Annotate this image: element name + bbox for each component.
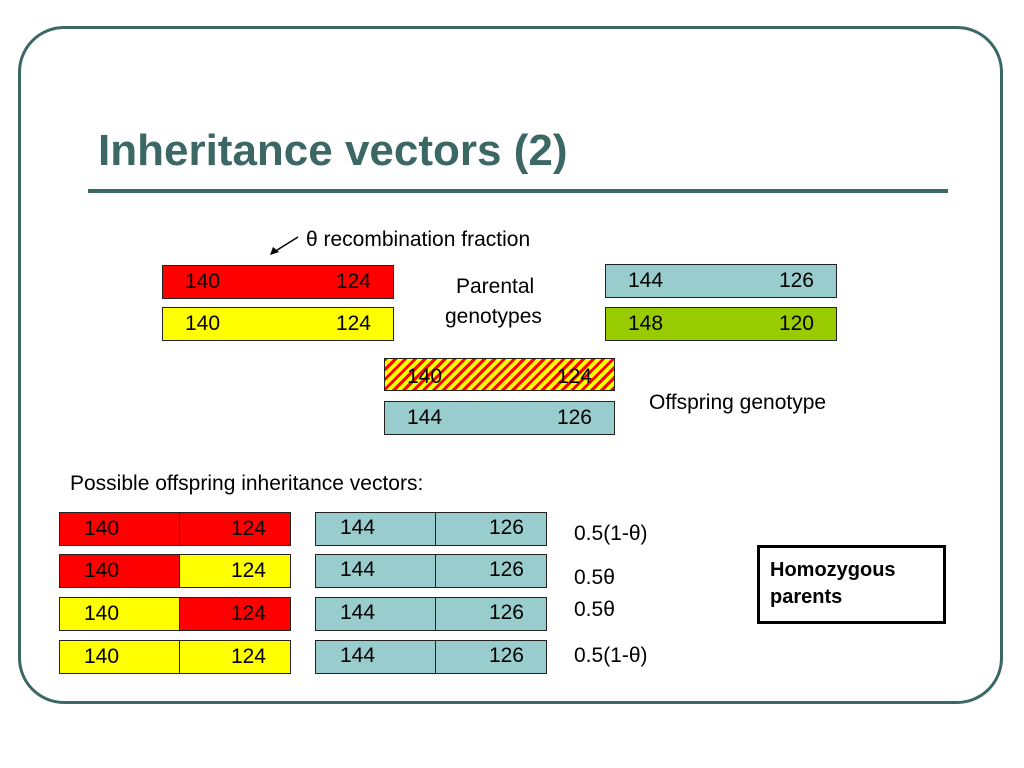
parental-label-line1: Parental <box>456 275 535 298</box>
vector-3-left-allele-b: 124 <box>230 602 266 625</box>
vector-2-left-allele-b: 124 <box>230 559 266 582</box>
parent2-chrom1-allele-b: 126 <box>778 269 814 292</box>
vector-1-probability: 0.5(1-θ) <box>574 522 648 545</box>
slide-title: Inheritance vectors (2) <box>98 126 568 175</box>
offspring-chromosome1: 140 124 <box>384 358 615 391</box>
vector-4-right-allele-a-segment: 144 <box>315 640 436 674</box>
vector-1-right-allele-b-segment: 126 <box>435 512 547 546</box>
vector-1-right-allele-a: 144 <box>340 516 376 539</box>
vector-4-probability: 0.5(1-θ) <box>574 644 648 667</box>
parent2-chromosome2: 148 120 <box>605 307 837 341</box>
offspring-chrom1-allele-a: 140 <box>407 365 443 388</box>
vector-2-right-allele-a-segment: 144 <box>315 554 436 588</box>
note-line1: Homozygous <box>770 559 896 581</box>
vector-1-left-allele-a-segment: 140 <box>59 512 180 546</box>
vector-4-right-allele-b-segment: 126 <box>435 640 547 674</box>
vector-2-right-allele-a: 144 <box>340 558 376 581</box>
vector-1-left-allele-a: 140 <box>84 517 120 540</box>
parental-label-line2: genotypes <box>445 305 542 328</box>
parent2-chrom2-allele-a: 148 <box>628 312 664 335</box>
vector-1-right-allele-b: 126 <box>488 516 524 539</box>
vector-1-right-allele-a-segment: 144 <box>315 512 436 546</box>
vector-3-right-allele-a-segment: 144 <box>315 597 436 631</box>
vector-3-left-allele-a-segment: 140 <box>59 597 180 631</box>
vector-3-left-allele-b-segment: 124 <box>179 597 291 631</box>
parent2-chrom1-allele-a: 144 <box>628 269 664 292</box>
vector-3-left-allele-a: 140 <box>84 602 120 625</box>
annotation-arrow-icon <box>270 236 299 255</box>
title-underline <box>88 189 948 193</box>
slide-frame <box>18 26 1003 704</box>
possible-vectors-label: Possible offspring inheritance vectors: <box>70 472 424 495</box>
parent1-chromosome2: 140 124 <box>162 307 394 341</box>
vector-4-left-allele-a-segment: 140 <box>59 640 180 674</box>
parent1-chrom1-allele-a: 140 <box>185 270 221 293</box>
vector-4-left-allele-b-segment: 124 <box>179 640 291 674</box>
parent2-chrom2-allele-b: 120 <box>778 312 814 335</box>
vector-1-left-allele-b: 124 <box>230 517 266 540</box>
parent1-chrom2-allele-b: 124 <box>335 312 371 335</box>
offspring-chrom2-allele-b: 126 <box>556 406 592 429</box>
homozygous-note: Homozygous parents <box>757 545 946 624</box>
vector-2-probability: 0.5θ <box>574 566 615 589</box>
vector-2-left-allele-b-segment: 124 <box>179 554 291 588</box>
parent1-chromosome1: 140 124 <box>162 265 394 299</box>
vector-3-right-allele-b-segment: 126 <box>435 597 547 631</box>
vector-2-right-allele-b: 126 <box>488 558 524 581</box>
vector-2-right-allele-b-segment: 126 <box>435 554 547 588</box>
vector-1-left-allele-b-segment: 124 <box>179 512 291 546</box>
vector-2-left-allele-a-segment: 140 <box>59 554 180 588</box>
vector-4-right-allele-b: 126 <box>488 644 524 667</box>
note-line2: parents <box>770 586 843 608</box>
recombination-annotation: θ recombination fraction <box>306 228 531 251</box>
vector-4-left-allele-a: 140 <box>84 645 120 668</box>
vector-3-probability: 0.5θ <box>574 598 615 621</box>
vector-3-right-allele-a: 144 <box>340 601 376 624</box>
vector-4-left-allele-b: 124 <box>230 645 266 668</box>
vector-4-right-allele-a: 144 <box>340 644 376 667</box>
offspring-chromosome2: 144 126 <box>384 401 615 435</box>
parent1-chrom2-allele-a: 140 <box>185 312 221 335</box>
offspring-genotype-label: Offspring genotype <box>649 391 827 414</box>
parent2-chromosome1: 144 126 <box>605 264 837 298</box>
parent1-chrom1-allele-b: 124 <box>335 270 371 293</box>
vector-2-left-allele-a: 140 <box>84 559 120 582</box>
offspring-chrom2-allele-a: 144 <box>407 406 443 429</box>
offspring-chrom1-allele-b: 124 <box>556 365 592 388</box>
vector-3-right-allele-b: 126 <box>488 601 524 624</box>
